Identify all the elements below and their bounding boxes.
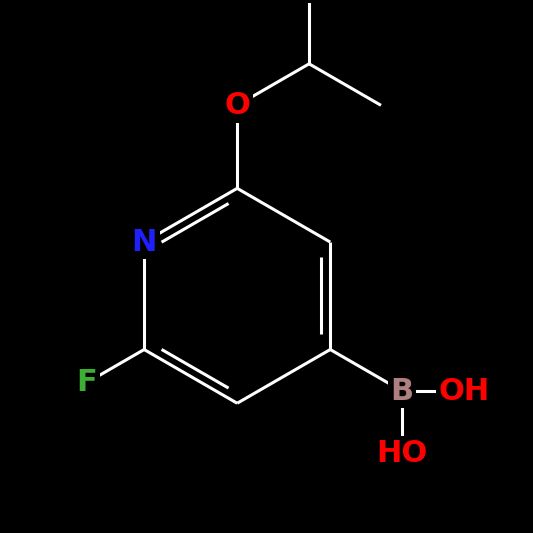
Text: N: N [132,228,157,256]
Text: B: B [391,376,414,406]
Text: O: O [224,91,250,120]
Text: OH: OH [439,376,490,406]
Text: HO: HO [376,439,428,468]
Text: F: F [76,368,97,397]
